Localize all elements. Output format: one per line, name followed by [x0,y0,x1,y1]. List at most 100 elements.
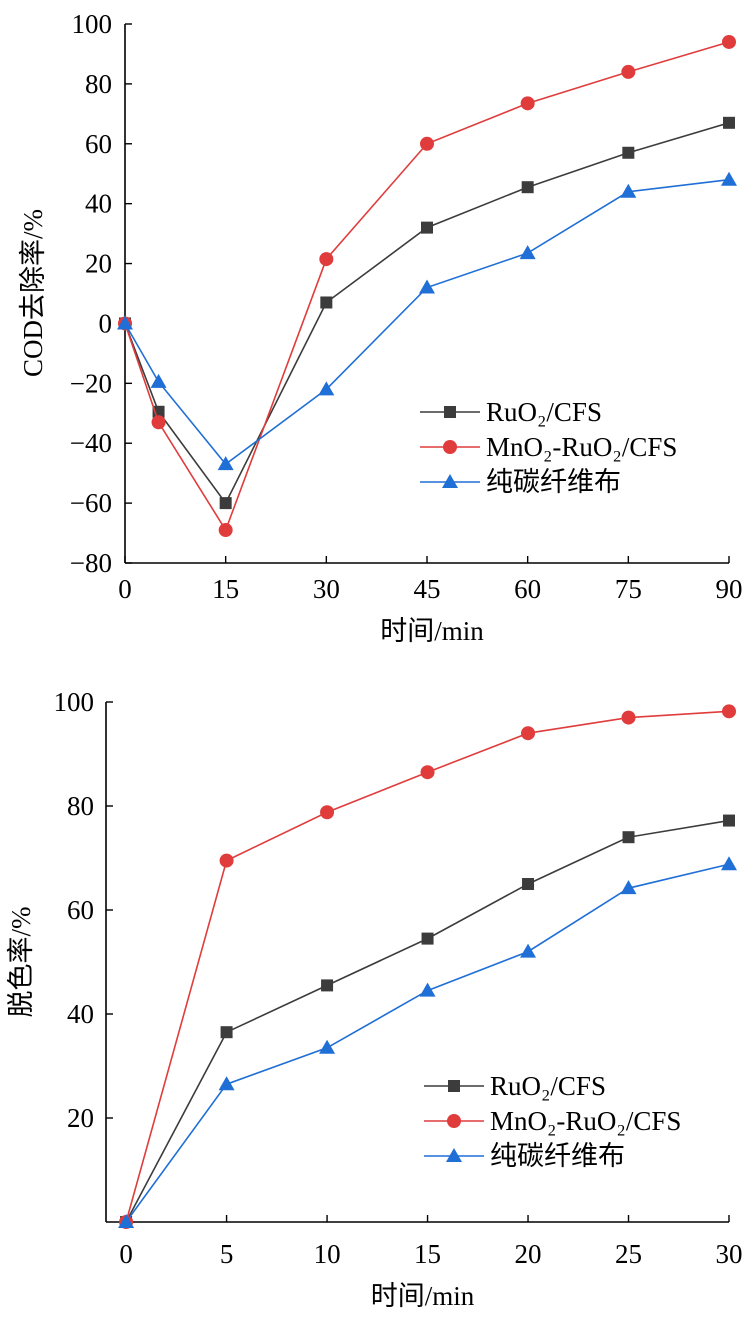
x-tick-label: 60 [514,574,541,604]
data-point [320,805,335,820]
legend-label: RuO₂/CFS [486,397,602,427]
data-point [219,853,234,868]
x-tick-label: 0 [118,574,132,604]
x-tick-label: 90 [716,574,743,604]
y-tick-label: 60 [67,895,94,925]
data-point [419,279,435,294]
legend-label: MnO₂-RuO₂/CFS [490,1106,681,1136]
y-tick-label: 80 [67,791,94,821]
y-tick-label: −40 [70,428,112,458]
chart-1: −80 −60 −40 −20 0 20 40 60 80 100 0 15 30 45 60 75 90 时间/… [18,9,743,646]
y-tick-label: 60 [85,129,112,159]
chart-2: 20 40 60 80 100 0 5 10 15 20 25 30 时间/min 脱色率/% RuO₂/C… [6,687,743,1311]
data-point [319,1039,336,1054]
y-tick-label: 40 [67,999,94,1029]
series-line [125,819,730,1223]
series-3 [118,856,737,1228]
data-point [320,296,333,309]
data-point [420,765,435,780]
data-point [150,373,167,388]
y-tick-label: 40 [85,189,112,219]
data-point [520,96,535,111]
data-point [622,831,635,844]
y-tick-label: −20 [70,368,112,398]
y-tick-label: 80 [85,69,112,99]
legend-marker [448,1080,460,1092]
x-tick-label: 45 [414,574,441,604]
data-point [622,146,635,159]
legend-label: 纯碳纤维布 [486,467,621,497]
y-tick-label: 100 [72,9,113,39]
x-axis-title: 时间/min [380,616,484,646]
legend-item: MnO₂-RuO₂/CFS [424,1106,681,1136]
legend-item: RuO₂/CFS [424,1071,606,1101]
legend-marker [442,474,458,488]
data-point [620,183,637,198]
data-point [722,34,736,49]
y-axis-title: 脱色率/% [6,907,36,1018]
series-line [124,41,730,532]
series-line [125,710,730,1223]
legend-label: MnO₂-RuO₂/CFS [486,432,677,462]
legend-item: MnO₂-RuO₂/CFS [420,432,677,462]
legend-marker [447,1114,461,1128]
legend-label: RuO₂/CFS [490,1071,606,1101]
data-point [219,497,232,510]
data-point [117,315,133,330]
data-point [522,878,535,890]
data-point [521,181,534,194]
legend-label: 纯碳纤维布 [490,1141,625,1171]
data-point [217,456,234,471]
data-point [621,64,636,79]
data-point [521,726,536,741]
data-point [220,1026,233,1039]
x-tick-label: 25 [615,1239,642,1269]
data-point [723,814,735,827]
y-tick-label: −60 [70,488,112,518]
data-point [620,880,637,895]
data-point [318,381,335,396]
y-tick-label: 20 [67,1103,94,1133]
series-2 [119,704,736,1229]
x-tick-label: 15 [212,574,239,604]
series-line [124,178,730,466]
x-tick-label: 30 [716,1239,743,1269]
x-tick-label: 5 [220,1239,234,1269]
data-point [721,171,737,186]
x-tick-label: 75 [615,574,642,604]
legend-item: 纯碳纤维布 [424,1141,625,1171]
data-point [151,415,166,430]
data-point [722,704,736,719]
series-1 [120,814,735,1228]
data-point [218,523,233,538]
y-tick-label: 20 [85,249,112,279]
series-2 [118,34,736,538]
x-tick-label: 10 [314,1239,341,1269]
y-tick-label: 0 [99,308,113,338]
data-point [421,221,433,234]
x-tick-label: 30 [313,574,340,604]
y-tick-label: 100 [54,687,95,717]
x-axis-title: 时间/min [371,1281,475,1311]
data-point [621,710,636,725]
data-point [519,245,536,260]
y-axis-title: COD去除率/% [18,209,48,377]
data-point [520,943,537,958]
legend-item: 纯碳纤维布 [420,467,621,497]
data-point [218,1076,235,1091]
data-point [419,982,436,997]
legend-item: RuO₂/CFS [420,397,602,427]
legend-marker [446,1148,462,1162]
data-point [321,979,334,992]
x-tick-label: 15 [414,1239,441,1269]
data-point [421,932,434,945]
series-line [124,122,730,505]
legend-marker [443,440,457,454]
data-point [721,856,737,871]
data-point [319,252,334,267]
series-3 [117,171,737,471]
y-tick-label: −80 [70,548,112,578]
series-line [125,863,730,1223]
data-point [420,136,434,151]
